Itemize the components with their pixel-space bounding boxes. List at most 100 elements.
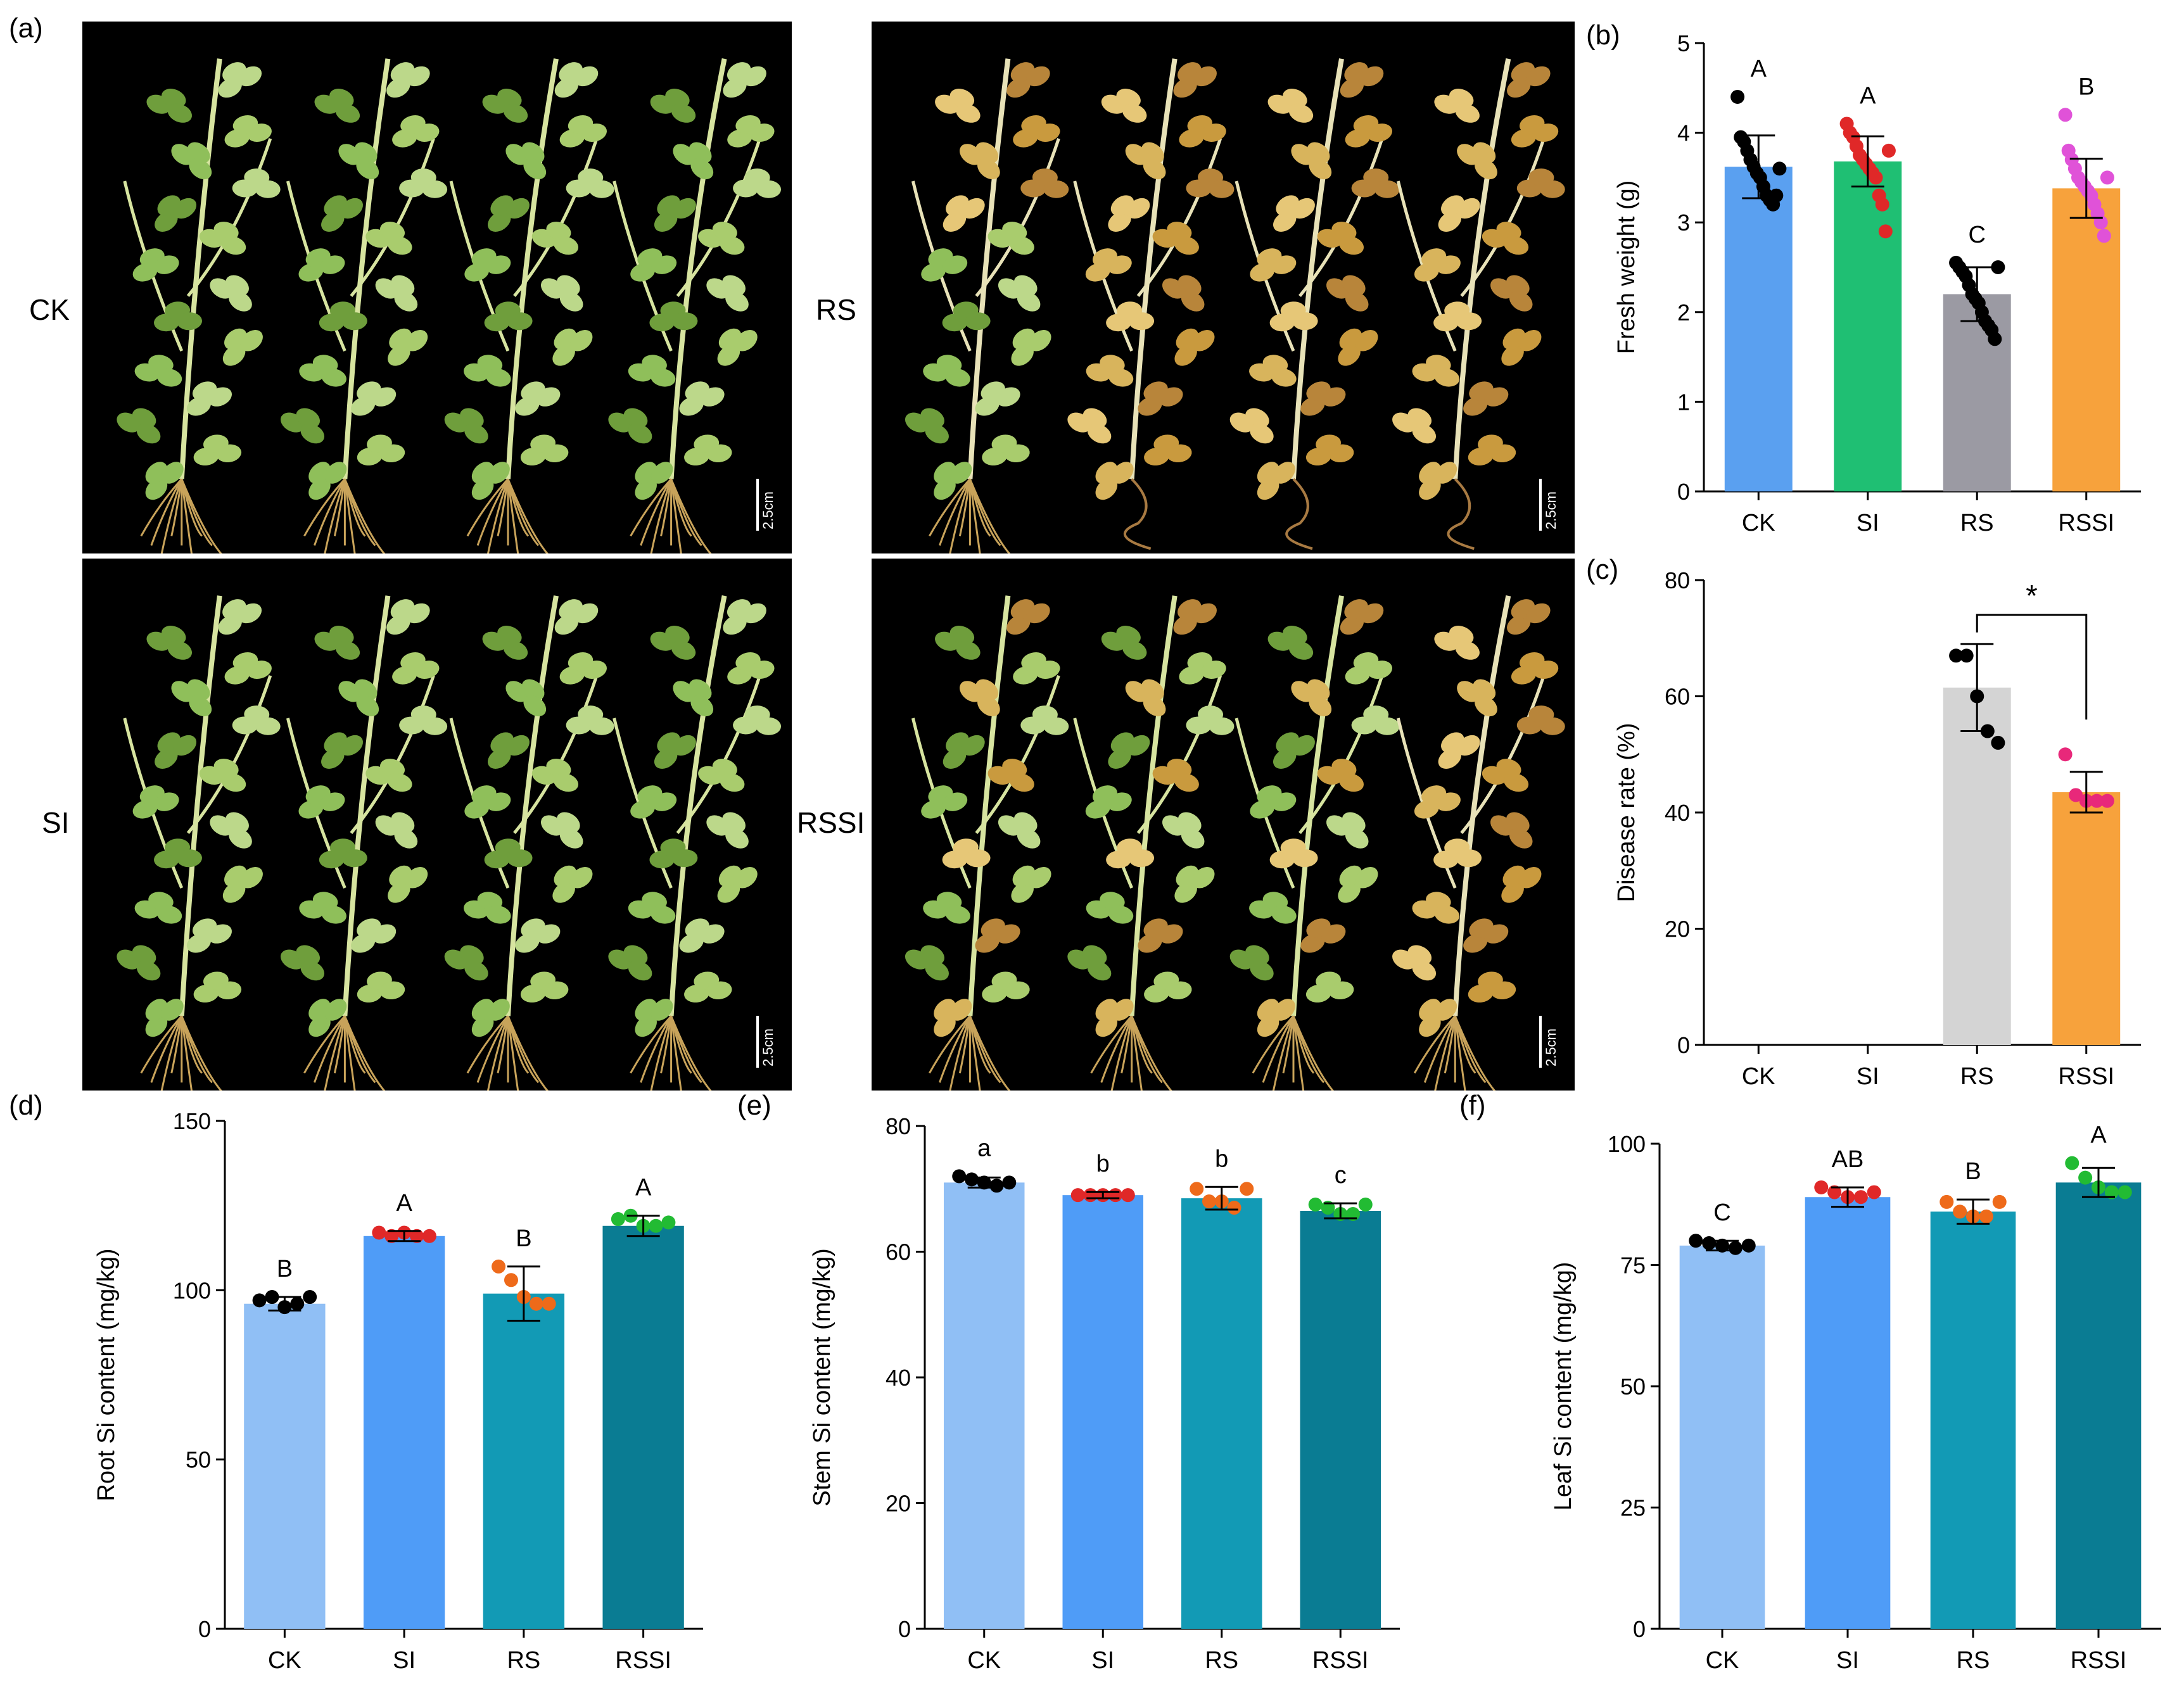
- bar: [2052, 792, 2121, 1045]
- plant-leaf: [1345, 291, 1369, 312]
- plant-leaf: [1321, 924, 1346, 944]
- plant-root: [670, 478, 712, 553]
- plant-leaf: [1271, 255, 1297, 274]
- plant-leaf: [1181, 828, 1205, 849]
- plant-root: [507, 1015, 549, 1091]
- scale-bar: [756, 479, 759, 531]
- plant-leaf: [321, 905, 346, 924]
- plant-leaf: [379, 981, 405, 999]
- plant-leaf: [1002, 222, 1027, 241]
- x-tick-label: RSSI: [615, 1647, 671, 1674]
- plant-leaf: [371, 387, 397, 407]
- plant-stem: [1129, 58, 1178, 479]
- plant-leaf: [1273, 999, 1295, 1021]
- plant-leaf: [1435, 792, 1461, 811]
- plant-leaf: [1283, 626, 1307, 645]
- chart-fresh-weight: (b) 0 1 2 3 4 5 Fresh weight (g) CK A SI A RS C RSSI B: [1586, 20, 2141, 536]
- data-point: [1108, 1188, 1123, 1203]
- plant-leaf: [588, 717, 614, 735]
- plant-leaf: [1108, 368, 1134, 387]
- plant-leaf: [296, 945, 321, 965]
- plant-leaf: [536, 924, 561, 944]
- plant-leaf: [712, 759, 737, 778]
- plant-leaf: [1518, 867, 1542, 888]
- plant-root: [140, 1015, 182, 1074]
- x-tick-label: RSSI: [1312, 1647, 1369, 1674]
- plant-leaf: [1342, 275, 1366, 296]
- plant-leaf: [1359, 603, 1384, 624]
- plant-root: [170, 1016, 183, 1073]
- data-point: [2093, 215, 2108, 230]
- data-point: [2090, 794, 2104, 808]
- plant-root: [958, 1016, 971, 1073]
- plant-leaf: [1271, 792, 1297, 811]
- plant-leaf: [581, 123, 607, 142]
- plant-root: [1272, 1015, 1295, 1091]
- plant-leaf: [1501, 882, 1524, 903]
- plant-leaf: [720, 236, 745, 255]
- plant-leaf: [1107, 792, 1132, 811]
- plant-leaf: [1173, 614, 1197, 635]
- significance-letter: c: [1335, 1162, 1347, 1189]
- plant-leaf: [173, 198, 197, 219]
- plant-leaf: [1035, 123, 1060, 142]
- plant-leaf: [300, 423, 325, 444]
- plant-leaf: [162, 999, 184, 1021]
- panel-letter: (e): [737, 1090, 771, 1121]
- plant-leaf: [1141, 142, 1164, 163]
- plant-leaf: [186, 933, 212, 953]
- plant-leaf: [225, 275, 249, 296]
- significance-letter: AB: [1832, 1146, 1864, 1173]
- x-tick-label: RSSI: [2058, 1063, 2114, 1090]
- y-tick-label: 20: [1665, 916, 1690, 942]
- plant-leaf: [1181, 291, 1205, 312]
- plant-root: [660, 1016, 673, 1073]
- plant-leaf: [1201, 661, 1226, 679]
- plant-leaf: [756, 180, 782, 198]
- plant-leaf: [689, 679, 712, 700]
- significance-star: *: [2026, 579, 2038, 613]
- plant-root: [958, 479, 971, 536]
- plant-leaf: [949, 462, 972, 484]
- bar: [1943, 294, 2011, 491]
- plant-root: [150, 1015, 183, 1083]
- plant-leaf: [136, 423, 161, 444]
- plant-root: [1131, 1016, 1143, 1091]
- plant-leaf: [975, 396, 1000, 416]
- plant-leaf: [1201, 123, 1226, 142]
- photo-rssi: 2.5cm: [872, 559, 1575, 1091]
- plant-root: [181, 478, 222, 553]
- plant-leaf: [1292, 735, 1315, 756]
- plant-root: [968, 1016, 981, 1091]
- plant-leaf: [1473, 679, 1496, 700]
- plant-leaf: [679, 396, 704, 416]
- plant-root: [949, 478, 971, 553]
- plant-leaf: [920, 945, 944, 965]
- x-tick-label: CK: [1742, 510, 1775, 536]
- plant-leaf: [394, 291, 418, 312]
- bar: [1834, 161, 1902, 492]
- plant-leaf: [673, 735, 696, 756]
- plant-leaf: [229, 291, 252, 312]
- plant-leaf: [296, 408, 321, 428]
- y-tick-label: 60: [1665, 684, 1690, 710]
- plant-leaf: [949, 626, 975, 645]
- plant-root: [150, 478, 183, 546]
- plant-leaf: [387, 773, 412, 792]
- y-tick-label: 4: [1677, 120, 1690, 146]
- plant-leaf: [1141, 679, 1164, 700]
- x-tick-label: CK: [268, 1647, 302, 1674]
- plant-root: [486, 1015, 509, 1091]
- plant-leaf: [222, 882, 246, 903]
- plant-stem: [505, 595, 559, 1016]
- plant-root: [630, 1015, 672, 1074]
- plant-leaf: [554, 614, 579, 635]
- plant-leaf: [340, 198, 364, 219]
- plant-leaf: [1167, 759, 1192, 778]
- plant-leaf: [387, 236, 412, 255]
- plant-leaf: [1506, 275, 1530, 296]
- data-point: [1227, 1201, 1241, 1215]
- y-tick-label: 150: [173, 1108, 211, 1134]
- plant-leaf: [162, 89, 186, 108]
- plant-leaf: [956, 103, 981, 123]
